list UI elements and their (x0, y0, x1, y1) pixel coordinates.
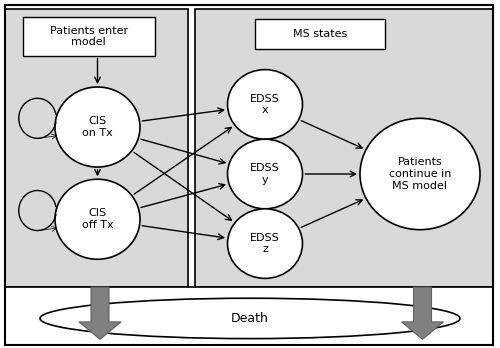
FancyArrowPatch shape (141, 139, 225, 164)
Text: Patients enter
model: Patients enter model (50, 26, 128, 47)
Bar (5, 287, 492, 345)
Text: EDSS
y: EDSS y (250, 163, 280, 185)
FancyArrowPatch shape (134, 152, 232, 220)
FancyArrowPatch shape (142, 108, 224, 121)
FancyArrowPatch shape (306, 171, 356, 177)
FancyArrowPatch shape (40, 134, 56, 139)
Text: EDSS
z: EDSS z (250, 233, 280, 254)
Polygon shape (402, 287, 444, 339)
Bar (255, 19, 385, 49)
Polygon shape (79, 287, 121, 339)
Ellipse shape (55, 179, 140, 259)
Text: Patients
continue in
MS model: Patients continue in MS model (389, 157, 451, 191)
Text: CIS
on Tx: CIS on Tx (82, 116, 113, 138)
Bar (195, 9, 492, 287)
FancyArrowPatch shape (142, 226, 224, 239)
FancyArrowPatch shape (134, 127, 232, 194)
Ellipse shape (228, 209, 302, 278)
FancyArrowPatch shape (302, 200, 362, 227)
Bar (5, 9, 188, 287)
FancyArrowPatch shape (141, 184, 225, 207)
FancyArrowPatch shape (302, 121, 362, 148)
FancyArrowPatch shape (40, 226, 56, 231)
Ellipse shape (40, 298, 460, 339)
Ellipse shape (228, 70, 302, 139)
FancyArrowPatch shape (94, 169, 100, 175)
Text: Death: Death (231, 312, 269, 325)
Ellipse shape (228, 139, 302, 209)
Bar (22, 17, 155, 56)
Ellipse shape (360, 118, 480, 230)
Text: EDSS
x: EDSS x (250, 94, 280, 115)
Ellipse shape (55, 87, 140, 167)
Text: CIS
off Tx: CIS off Tx (82, 208, 114, 230)
Text: MS states: MS states (293, 29, 347, 39)
